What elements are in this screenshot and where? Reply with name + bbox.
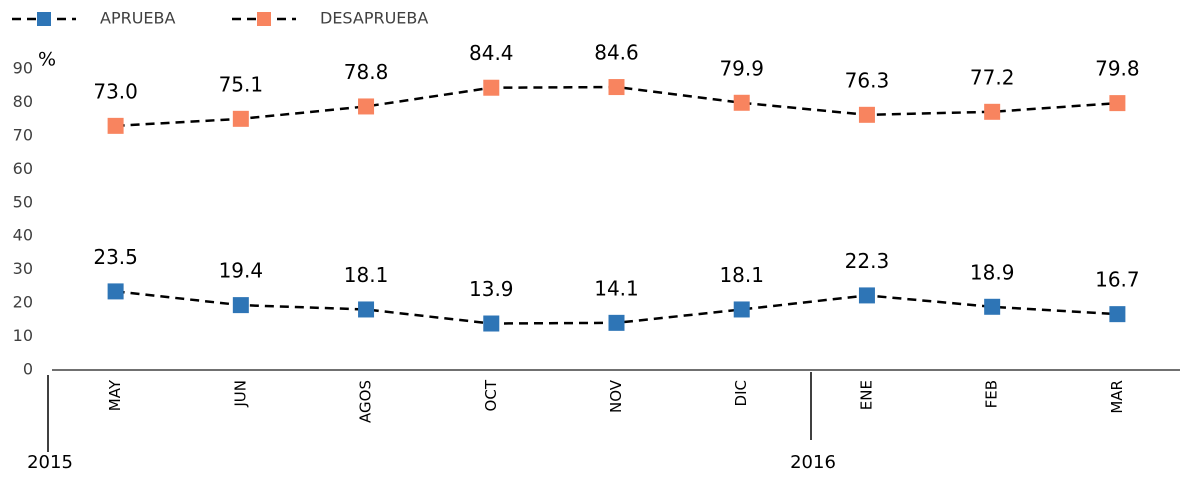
data-label: 22.3	[845, 249, 890, 273]
data-label: 84.6	[594, 41, 639, 65]
marker	[1109, 306, 1126, 323]
data-label: 13.9	[469, 277, 514, 301]
x-tick-label: OCT	[482, 379, 500, 411]
data-label: 79.9	[719, 56, 764, 80]
data-label: 73.0	[93, 79, 138, 103]
data-label: 75.1	[219, 72, 264, 96]
marker	[483, 79, 500, 96]
x-group-label: 2016	[790, 452, 836, 473]
marker	[733, 301, 750, 318]
data-label: 78.8	[344, 60, 389, 84]
x-tick-label: MAY	[106, 379, 124, 411]
marker	[107, 117, 124, 134]
marker	[608, 79, 625, 96]
marker	[107, 283, 124, 300]
data-label: 79.8	[1095, 57, 1140, 81]
data-label: 18.1	[719, 263, 764, 287]
x-tick-label: AGOS	[357, 380, 375, 423]
marker	[1109, 95, 1126, 112]
marker	[858, 106, 875, 123]
marker	[984, 298, 1001, 315]
data-label: 76.3	[845, 68, 890, 92]
legend-label: DESAPRUEBA	[320, 9, 428, 28]
x-tick-label: FEB	[983, 380, 1001, 408]
x-tick-label: ENE	[857, 380, 875, 410]
y-axis-label: %	[38, 49, 56, 71]
y-tick-label: 40	[13, 226, 33, 245]
marker	[483, 315, 500, 332]
marker	[858, 287, 875, 304]
y-tick-label: 20	[13, 293, 33, 312]
data-label: 14.1	[594, 276, 639, 300]
x-tick-label: MAR	[1108, 380, 1126, 414]
marker	[733, 94, 750, 111]
x-group-label: 2015	[27, 452, 73, 473]
x-tick-label: NOV	[607, 379, 625, 413]
data-label: 19.4	[219, 259, 264, 283]
y-tick-label: 50	[13, 192, 33, 211]
data-label: 77.2	[970, 65, 1015, 89]
data-label: 18.1	[344, 263, 389, 287]
y-tick-label: 60	[13, 159, 33, 178]
marker	[358, 301, 375, 318]
y-tick-label: 10	[13, 326, 33, 345]
marker	[608, 314, 625, 331]
y-tick-label: 90	[13, 59, 33, 78]
marker	[358, 98, 375, 115]
x-tick-label: DIC	[732, 380, 750, 406]
y-tick-label: 30	[13, 259, 33, 278]
legend-marker	[257, 12, 271, 26]
data-label: 84.4	[469, 41, 514, 65]
data-label: 16.7	[1095, 268, 1140, 292]
y-tick-label: 70	[13, 125, 33, 144]
data-label: 23.5	[93, 245, 138, 269]
data-label: 18.9	[970, 260, 1015, 284]
y-tick-label: 80	[13, 92, 33, 111]
marker	[232, 297, 249, 314]
marker	[984, 103, 1001, 120]
y-tick-label: 0	[23, 360, 33, 379]
marker	[232, 110, 249, 127]
legend-label: APRUEBA	[100, 9, 176, 28]
x-tick-label: JUN	[231, 380, 249, 408]
legend-marker	[37, 12, 51, 26]
